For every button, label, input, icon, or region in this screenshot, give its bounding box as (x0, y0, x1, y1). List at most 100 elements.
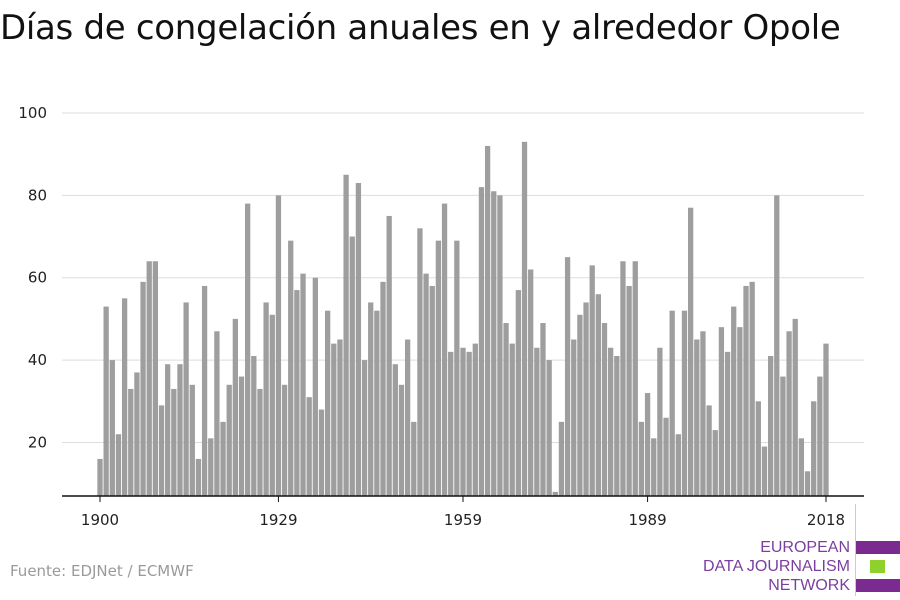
bar-1907 (140, 281, 146, 496)
bar-2012 (786, 331, 792, 496)
bar-1919 (214, 331, 220, 496)
bar-1994 (675, 434, 681, 496)
bar-2010 (774, 195, 780, 496)
bar-2004 (737, 327, 743, 496)
bar-1936 (318, 409, 325, 496)
bar-2014 (798, 438, 805, 496)
bar-1903 (115, 434, 122, 496)
chart-title: Días de congelación anuales en y alreded… (0, 8, 841, 48)
bar-2017 (817, 376, 823, 496)
bar-2001 (718, 327, 725, 496)
bar-1972 (540, 323, 546, 496)
bar-1951 (411, 421, 417, 496)
logo-text-line-2: DATA JOURNALISM (703, 558, 850, 575)
bar-1925 (251, 355, 257, 496)
bar-1984 (614, 355, 620, 496)
bar-1967 (509, 343, 515, 496)
bar-1970 (528, 269, 534, 496)
bar-1998 (700, 331, 706, 496)
bar-1961 (472, 343, 478, 496)
bar-1969 (521, 141, 528, 497)
bar-1908 (146, 261, 152, 496)
bar-2006 (749, 281, 755, 496)
bar-1943 (361, 360, 368, 496)
bar-1985 (620, 261, 626, 496)
bar-1987 (632, 261, 638, 496)
edjnet-logo: EUROPEAN DATA JOURNALISM NETWORK (700, 504, 900, 596)
bar-2011 (780, 376, 786, 496)
bar-1905 (128, 388, 134, 496)
bar-2016 (811, 401, 817, 496)
x-tick-label: 2018 (807, 511, 845, 529)
bar-1906 (134, 372, 140, 496)
bar-1927 (263, 302, 269, 496)
bar-1941 (349, 236, 355, 496)
bar-1957 (448, 351, 454, 496)
bar-2000 (712, 430, 718, 496)
bar-1940 (343, 174, 349, 496)
bar-1904 (121, 298, 128, 496)
bar-1934 (306, 397, 312, 496)
bar-1986 (626, 285, 632, 496)
bar-1942 (355, 183, 362, 497)
bar-2013 (792, 318, 798, 496)
bar-1947 (386, 215, 392, 497)
x-tick-label: 1900 (81, 511, 119, 529)
bar-1938 (331, 343, 337, 496)
bar-1935 (312, 277, 318, 496)
bar-1971 (534, 347, 540, 496)
bar-1996 (687, 207, 694, 496)
bar-1990 (651, 438, 657, 496)
bar-2008 (761, 446, 768, 496)
logo-divider (855, 504, 856, 596)
bar-1939 (337, 339, 343, 496)
bar-1909 (152, 261, 159, 496)
bar-1911 (165, 364, 171, 496)
x-tick-label: 1989 (628, 511, 666, 529)
logo-text-line-1: EUROPEAN (760, 539, 850, 556)
bar-1929 (275, 195, 282, 496)
x-tick-label: 1929 (259, 511, 297, 529)
bar-1982 (601, 323, 608, 496)
y-tick-label: 80 (28, 186, 47, 204)
bar-1910 (158, 405, 165, 496)
bar-1983 (608, 347, 614, 496)
bar-2007 (755, 401, 761, 496)
bar-1952 (417, 228, 423, 496)
bar-1948 (392, 364, 398, 496)
bar-2018 (823, 343, 829, 496)
bar-1999 (706, 405, 712, 496)
bar-1962 (478, 187, 485, 496)
x-tick-label: 1959 (444, 511, 482, 529)
bar-1901 (103, 306, 109, 496)
bar-chart: 20 40 60 80 100 1900 1929 1959 1989 2018 (18, 104, 864, 529)
bar-1963 (484, 145, 491, 497)
bar-2015 (804, 471, 811, 496)
bar-1978 (577, 314, 583, 496)
logo-bar-green (870, 560, 885, 573)
bar-1991 (657, 347, 663, 496)
bar-1956 (441, 203, 448, 496)
bar-1912 (171, 388, 177, 496)
bar-1958 (454, 240, 460, 496)
bar-1955 (435, 240, 442, 496)
bar-1989 (644, 393, 651, 496)
bar-1937 (324, 310, 331, 496)
bar-1993 (669, 310, 675, 496)
bar-1975 (558, 421, 565, 496)
bar-1959 (460, 347, 466, 496)
bar-1992 (663, 417, 669, 496)
y-tick-label: 20 (28, 433, 47, 451)
bar-1920 (220, 421, 226, 496)
logo-bar-purple-bottom (856, 579, 900, 592)
bar-1966 (503, 323, 509, 496)
bar-1933 (300, 273, 306, 496)
bar-1976 (564, 257, 571, 496)
bar-1965 (497, 195, 503, 496)
bar-1931 (288, 240, 294, 496)
bar-1988 (638, 421, 645, 496)
bar-2003 (731, 306, 737, 496)
bar-1914 (183, 302, 189, 496)
bar-1954 (429, 285, 435, 496)
bar-1974 (552, 491, 558, 496)
